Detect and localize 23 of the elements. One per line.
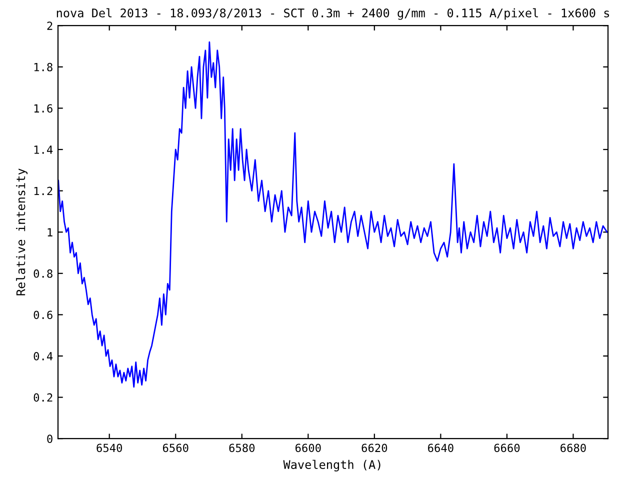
line-series bbox=[58, 41, 608, 388]
y-tick-label: 0 bbox=[47, 434, 52, 444]
y-tick-label: 2 bbox=[47, 22, 52, 30]
chart-title: nova Del 2013 - 18.093/8/2013 - SCT 0.3m + 2400 g/mm - 0.115 A/pixel - 1x600 s bbox=[56, 8, 610, 20]
x-tick-label: 6680 bbox=[560, 444, 586, 452]
x-tick-label: 6620 bbox=[362, 444, 388, 452]
y-tick-label: 0.6 bbox=[34, 310, 52, 320]
y-tick-label: 1.4 bbox=[34, 146, 53, 154]
y-tick-label: 1 bbox=[48, 228, 52, 236]
x-tick-label: 6580 bbox=[229, 444, 255, 452]
x-tick-label: 6560 bbox=[162, 444, 188, 452]
y-tick-label: 1.6 bbox=[34, 104, 52, 113]
x-axis-title: Wavelength (A) bbox=[283, 460, 380, 472]
y-tick-label: 1.8 bbox=[34, 62, 52, 72]
x-tick-label: 6600 bbox=[295, 444, 321, 452]
x-tick-label: 6540 bbox=[96, 444, 122, 452]
y-axis-title: Relative intensity bbox=[16, 168, 28, 296]
y-tick-label: 0.4 bbox=[34, 352, 53, 360]
x-tick-label: 6640 bbox=[428, 444, 454, 452]
y-tick-label: 0.8 bbox=[34, 269, 52, 278]
y-tick-label: 0.2 bbox=[34, 393, 52, 402]
x-tick-label: 6660 bbox=[494, 444, 520, 452]
y-tick-label: 1.2 bbox=[34, 186, 52, 196]
